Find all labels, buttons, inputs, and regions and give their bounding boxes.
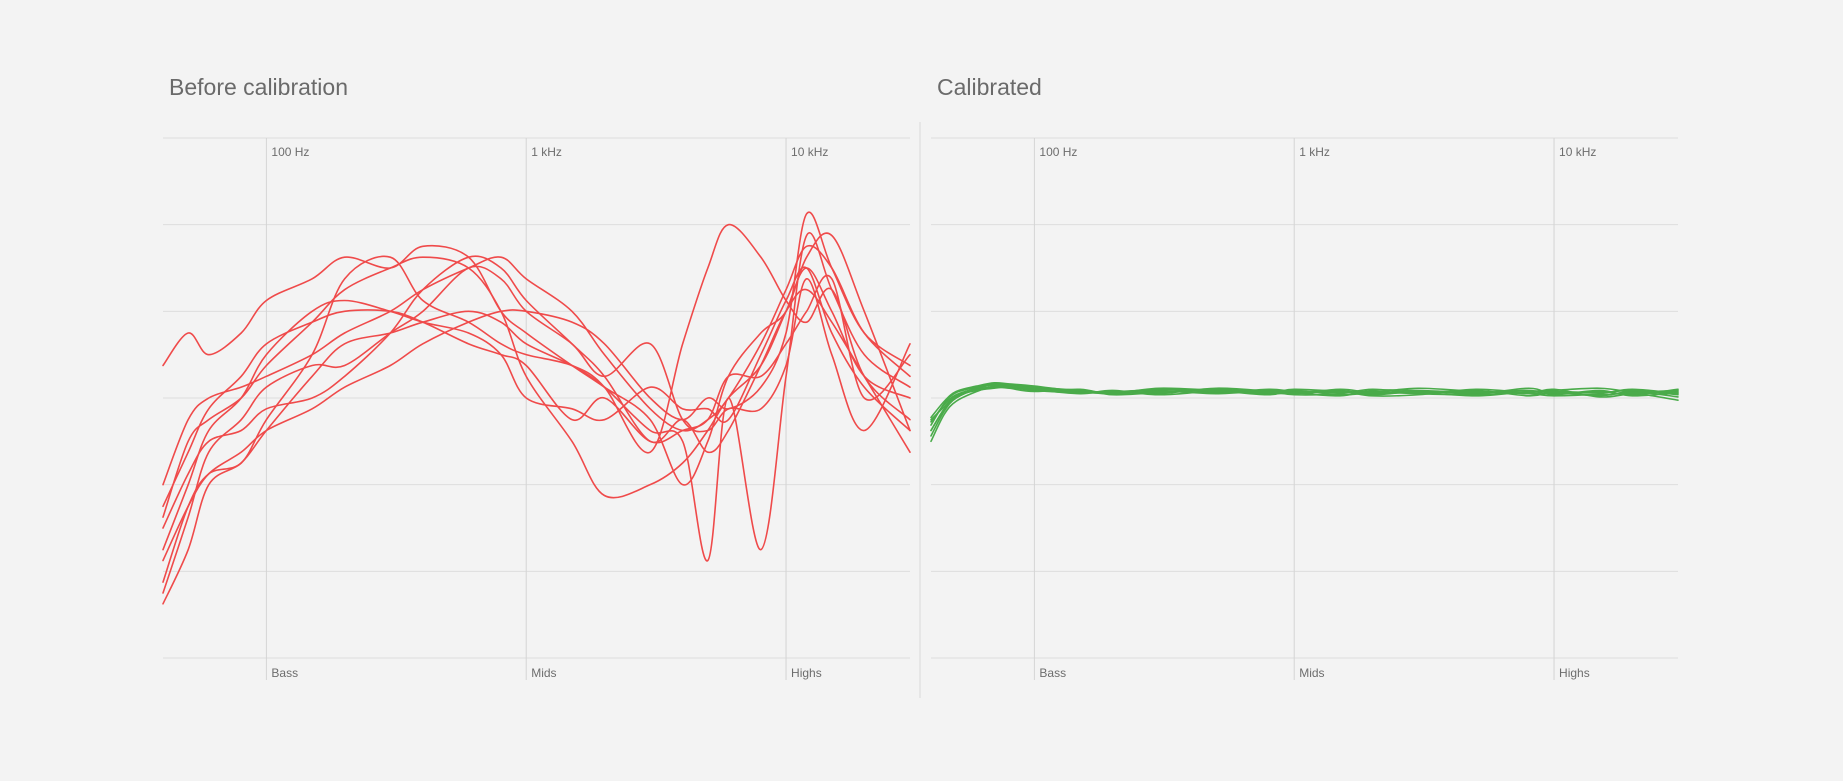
series-line <box>162 256 911 518</box>
tick-label-bottom: Bass <box>1039 666 1066 680</box>
tick-label-bottom: Highs <box>1559 666 1590 680</box>
calibrated-plot: 100 Hz 1 kHz 10 kHz Bass Mids Highs <box>930 137 1679 680</box>
series-line <box>162 265 911 594</box>
chart-title-calibrated: Calibrated <box>937 74 1042 100</box>
series-line <box>162 266 911 551</box>
tick-label-top: 1 kHz <box>1299 145 1330 159</box>
tick-label-bottom: Bass <box>271 666 298 680</box>
tick-label-bottom: Mids <box>531 666 556 680</box>
series-line <box>930 383 1679 426</box>
tick-label-top: 1 kHz <box>531 145 562 159</box>
series-line <box>162 274 911 508</box>
tick-label-top: 100 Hz <box>271 145 309 159</box>
tick-label-top: 10 kHz <box>1559 145 1596 159</box>
series-line <box>162 232 911 486</box>
series-line <box>162 232 911 605</box>
tick-label-top: 100 Hz <box>1039 145 1077 159</box>
tick-label-top: 10 kHz <box>791 145 828 159</box>
series-line <box>162 211 911 562</box>
series-line <box>930 385 1679 432</box>
tick-label-bottom: Mids <box>1299 666 1324 680</box>
series-line <box>162 244 911 486</box>
tick-label-bottom: Highs <box>791 666 822 680</box>
chart-title-before: Before calibration <box>169 74 348 100</box>
before-calibration-plot: 100 Hz 1 kHz 10 kHz Bass Mids Highs <box>162 137 911 680</box>
series-line <box>930 384 1679 423</box>
